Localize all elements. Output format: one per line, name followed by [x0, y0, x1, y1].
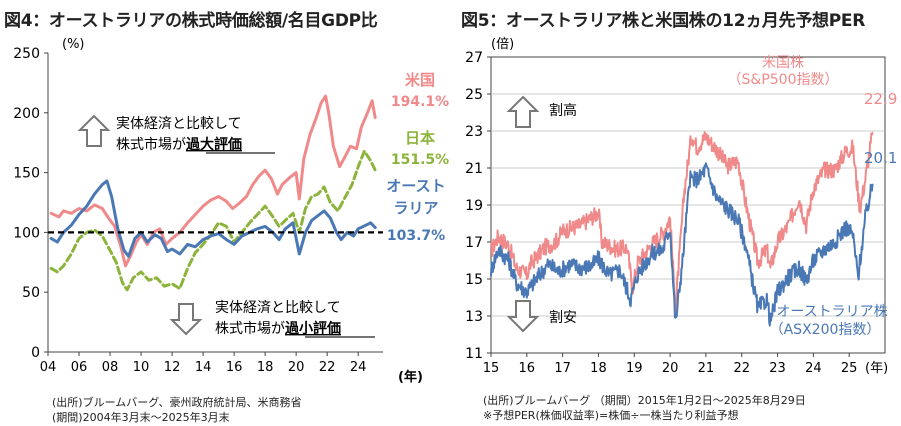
- legend-us: 米国 194.1%: [391, 71, 449, 110]
- arrow-down-icon: [169, 303, 203, 336]
- legend-asx200-value: 20.1: [864, 149, 897, 167]
- chart-title: 図5：オーストラリア株と米国株の12ヵ月先予想PER: [461, 11, 865, 31]
- legend-sp500: 米国株 （S&P500指数） 22.9: [728, 55, 898, 108]
- y-tick-label: 100: [13, 225, 40, 241]
- annotation-emphasis: 過大評価: [185, 136, 242, 153]
- annotation-line2: 株式市場が: [116, 136, 186, 153]
- x-tick-label: 14: [195, 360, 212, 375]
- x-tick-label: 21: [698, 361, 715, 376]
- year-label: (年): [398, 369, 423, 385]
- y-tick-label: 19: [465, 198, 483, 214]
- legend-japan-name: 日本: [405, 129, 435, 147]
- source-note: (出所)ブルームバーグ、豪州政府統計局、米商務省: [52, 396, 302, 409]
- x-tick-label: 24: [805, 361, 822, 376]
- legend-asx200-name: オーストラリア株: [776, 304, 887, 320]
- y-tick-label: 25: [465, 87, 483, 103]
- annotation-line1: 実体経済と比較して: [215, 300, 341, 316]
- x-tick-label: 10: [133, 360, 150, 375]
- arrow-up-icon: [506, 95, 540, 128]
- x-tick-label: 18: [590, 361, 607, 376]
- series-line: [49, 149, 377, 292]
- chart-svg: 11 13 15 17 19 21 23 25 27 15 16 17 18 19 20 21 22 23 24 25…: [465, 37, 898, 376]
- x-tick-label: 22: [319, 360, 336, 375]
- x-tick-label: 16: [226, 360, 243, 375]
- overvalued-annotation: 実体経済と比較して 株式市場が過大評価: [77, 114, 275, 154]
- y-tick-label: 150: [13, 166, 40, 182]
- legend-sp500-name: 米国株: [762, 55, 804, 71]
- expensive-annotation: 割高: [506, 95, 577, 128]
- annotation-cheap: 割安: [549, 309, 577, 326]
- annotation-expensive: 割高: [549, 102, 577, 119]
- chart-title: 図4：オーストラリアの株式時価総額/名目GDP比: [4, 11, 378, 31]
- annotation-line1: 実体経済と比較して: [116, 116, 242, 132]
- y-tick-label: 50: [22, 285, 40, 301]
- y-tick-label: 11: [465, 346, 483, 362]
- x-tick-label: 12: [164, 360, 181, 375]
- legend-australia-name: オースト: [386, 177, 445, 195]
- cheap-annotation: 割安: [506, 300, 577, 333]
- chart-panel-forward-per: 図5：オーストラリア株と米国株の12ヵ月先予想PER 11 13 15 17 19 21 2…: [455, 0, 901, 426]
- x-tick-label: 17: [554, 361, 571, 376]
- x-tick-label: 25: [841, 361, 858, 376]
- chart-svg: 0 50 100 150 200 250 04 06 08 10 12 14 16 18 20 22 24 (%…: [13, 37, 449, 385]
- x-tick-label: 04: [40, 360, 57, 375]
- x-tick-label: 06: [71, 360, 88, 375]
- legend-us-value: 194.1%: [391, 94, 449, 110]
- x-tick-label: 08: [102, 360, 119, 375]
- series-line: [490, 131, 874, 314]
- unit-label: (%): [62, 37, 85, 52]
- y-tick-label: 27: [465, 50, 483, 66]
- arrow-up-icon: [77, 114, 111, 147]
- x-tick-label: 16: [519, 361, 536, 376]
- y-tick-label: 23: [465, 124, 483, 140]
- svg-text:株式市場が過小評価: 株式市場が過小評価: [215, 320, 341, 337]
- legend-sp500-name2: （S&P500指数）: [728, 72, 839, 88]
- x-tick-label: 23: [769, 361, 786, 376]
- x-tick-label: 18: [257, 360, 274, 375]
- legend-japan-value: 151.5%: [391, 152, 449, 168]
- series-line: [49, 94, 377, 268]
- chart-panel-market-cap-gdp: 図4：オーストラリアの株式時価総額/名目GDP比 0 50 100 150 200 250…: [0, 0, 450, 426]
- undervalued-annotation: 実体経済と比較して 株式市場が過小評価: [169, 300, 375, 338]
- y-tick-label: 200: [13, 106, 40, 122]
- x-tick-label: 15: [483, 361, 500, 376]
- y-tick-label: 250: [13, 46, 40, 62]
- y-tick-label: 0: [31, 345, 40, 361]
- period-note: (期間)2004年3月末～2025年3月末: [52, 411, 230, 424]
- legend-australia-name2: ラリア: [393, 199, 438, 217]
- x-tick-label: 24: [350, 360, 367, 375]
- arrow-down-icon: [506, 300, 540, 333]
- x-tick-label: 19: [626, 361, 643, 376]
- legend-asx200-name2: （ASX200指数）: [770, 322, 881, 338]
- formula-note: ※予想PER(株価収益率)=株価÷一株当たり利益予想: [483, 409, 739, 422]
- x-tick-label: 20: [288, 360, 305, 375]
- legend-australia-value: 103.7%: [387, 228, 445, 244]
- series-line: [490, 162, 874, 327]
- y-tick-label: 17: [465, 235, 483, 251]
- unit-label: (倍): [491, 37, 514, 52]
- source-note: (出所)ブルームバーグ （期間）2015年1月2日～2025年8月29日: [483, 394, 806, 407]
- legend-australia: オースト ラリア 103.7%: [386, 177, 445, 244]
- y-tick-label: 15: [465, 272, 483, 288]
- year-label: (年): [865, 361, 888, 376]
- svg-text:株式市場が過大評価: 株式市場が過大評価: [116, 136, 242, 153]
- x-tick-label: 20: [662, 361, 679, 376]
- annotation-emphasis: 過小評価: [284, 320, 341, 337]
- annotation-line2: 株式市場が: [215, 320, 285, 337]
- legend-asx200: オーストラリア株 （ASX200指数） 20.1: [770, 149, 898, 338]
- x-tick-label: 22: [733, 361, 750, 376]
- y-tick-label: 21: [465, 161, 483, 177]
- legend-japan: 日本 151.5%: [391, 129, 449, 168]
- legend-us-name: 米国: [405, 71, 435, 89]
- legend-sp500-value: 22.9: [864, 90, 897, 108]
- series-line: [49, 179, 377, 258]
- y-tick-label: 13: [465, 309, 483, 325]
